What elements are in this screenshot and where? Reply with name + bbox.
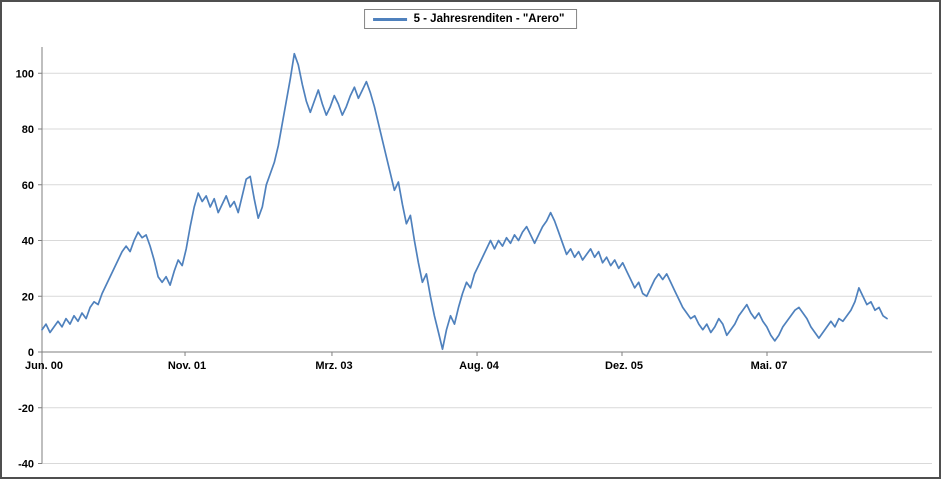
legend-label: 5 - Jahresrenditen - "Arero" <box>413 13 565 25</box>
x-tick-label: Jun. 00 <box>25 360 63 372</box>
legend-line-marker <box>372 17 407 21</box>
y-tick-label: 0 <box>28 347 34 359</box>
x-tick-label: Mai. 07 <box>751 360 788 372</box>
y-tick-label: 60 <box>22 180 34 192</box>
series-line <box>41 52 888 351</box>
y-tick-label: -20 <box>18 403 34 415</box>
x-tick-label: Aug. 04 <box>459 360 500 372</box>
x-tick-label: Nov. 01 <box>168 360 206 372</box>
y-tick-label: 20 <box>22 291 34 303</box>
y-tick-label: 80 <box>22 124 34 136</box>
y-tick-label: 40 <box>22 236 34 248</box>
x-tick-label: Mrz. 03 <box>315 360 352 372</box>
legend: 5 - Jahresrenditen - "Arero" <box>363 9 578 29</box>
y-tick-label: 100 <box>16 68 34 80</box>
x-tick-label: Dez. 05 <box>605 360 643 372</box>
y-tick-label: -40 <box>18 459 34 471</box>
